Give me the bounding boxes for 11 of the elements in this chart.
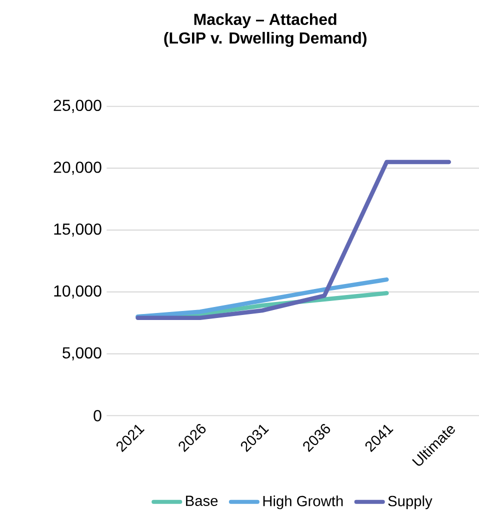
legend-label: Supply: [388, 496, 432, 510]
y-tick-label: 5,000: [62, 347, 102, 360]
y-tick-label: 15,000: [54, 223, 102, 237]
y-tick-label: 20,000: [54, 162, 102, 175]
y-tick-label: 25,000: [54, 100, 102, 113]
legend-label: High Growth: [263, 496, 343, 510]
line-series: [136, 160, 452, 320]
chart-title: Mackay – Attached (LGIP v. Dwelling Demand): [164, 13, 366, 47]
legend-label: Base: [186, 496, 218, 506]
y-tick-label: 10,000: [54, 285, 102, 299]
y-tick-label: 0: [94, 410, 102, 422]
